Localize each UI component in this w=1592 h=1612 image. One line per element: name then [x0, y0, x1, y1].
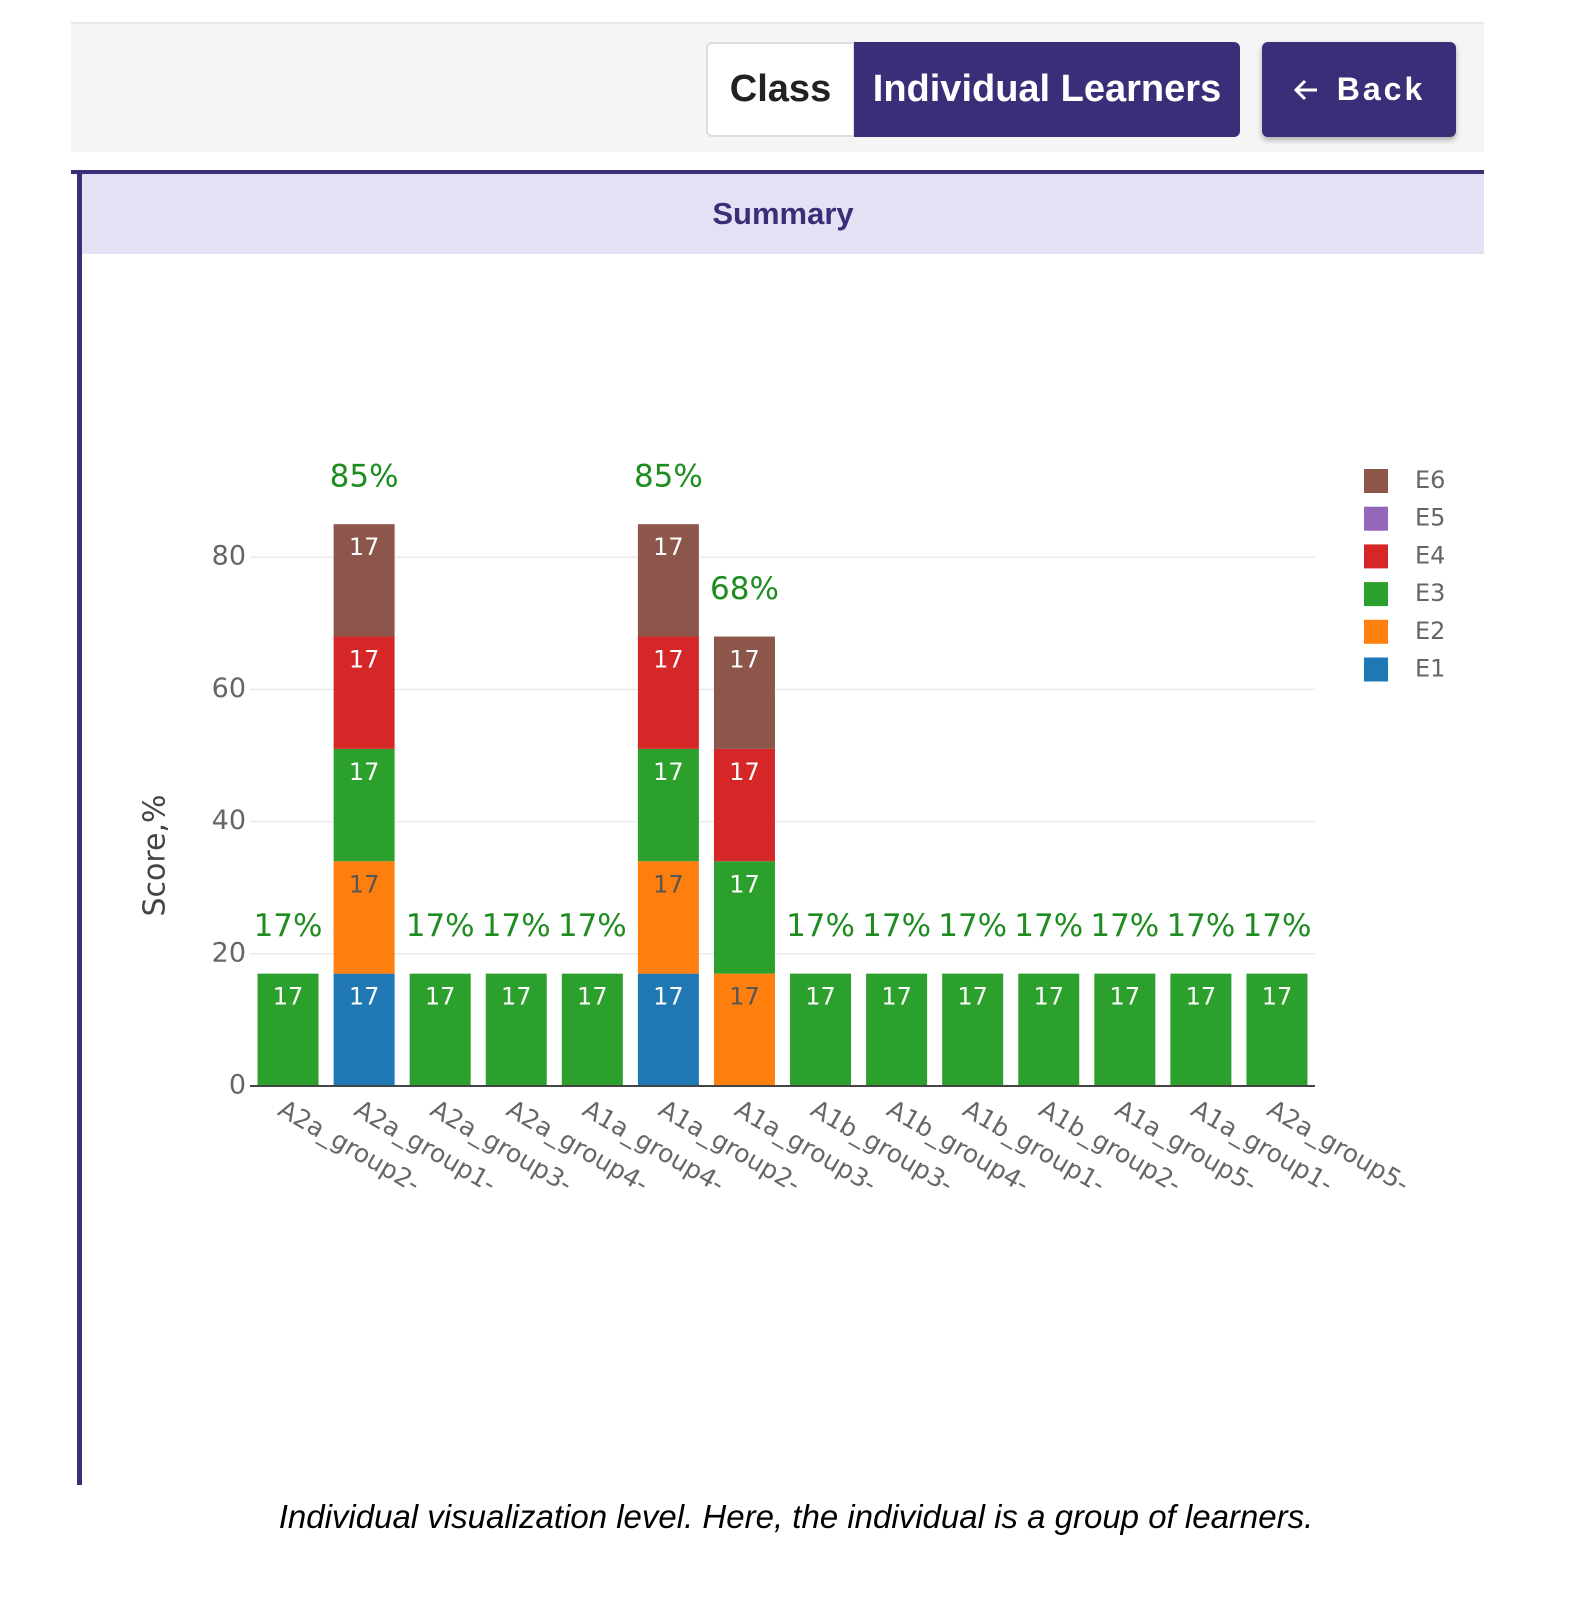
caption: Individual visualization level. Here, th… — [278, 1498, 1314, 1535]
legend-swatch — [1364, 544, 1388, 569]
bar-segment — [333, 748, 395, 862]
segment-label: 17 — [653, 983, 684, 1011]
total-label: 17% — [938, 908, 1007, 944]
bar-segment — [333, 973, 395, 1086]
segment-label: 17 — [349, 533, 380, 561]
bar-segment — [713, 861, 775, 974]
bar-segment — [333, 861, 395, 974]
legend-swatch — [1364, 657, 1388, 682]
segment-label: 17 — [349, 758, 380, 786]
legend-label: E6 — [1415, 466, 1445, 494]
total-label: 17% — [786, 908, 855, 944]
bar-segment — [333, 636, 395, 749]
total-label: 17% — [1014, 908, 1083, 944]
legend-label: E4 — [1415, 541, 1445, 569]
panel-border — [77, 170, 82, 1485]
chart: 020406080Score,%1717%A2a_group2-17171717… — [138, 459, 1446, 1199]
total-label: 85% — [634, 459, 703, 495]
bar-segment — [409, 973, 471, 1086]
total-label: 85% — [330, 459, 399, 495]
segment-label: 17 — [273, 983, 304, 1011]
total-label: 17% — [482, 908, 551, 944]
legend-swatch — [1364, 619, 1388, 644]
total-label: 68% — [710, 571, 779, 607]
total-label: 17% — [1243, 908, 1312, 944]
segment-label: 17 — [349, 983, 380, 1011]
total-label: 17% — [862, 908, 931, 944]
y-axis-title: Score,% — [138, 794, 173, 916]
back-label: Back — [1336, 71, 1426, 107]
bar-segment — [485, 973, 547, 1086]
bar-segment — [637, 861, 699, 974]
bar-segment — [637, 636, 699, 749]
legend-swatch — [1364, 582, 1388, 607]
bar-segment — [1170, 973, 1232, 1086]
segment-label: 17 — [729, 870, 760, 898]
segment-label: 17 — [1186, 983, 1217, 1011]
segment-label: 17 — [501, 983, 532, 1011]
segment-label: 17 — [1033, 983, 1064, 1011]
legend-label: E5 — [1415, 504, 1445, 532]
bar-segment — [713, 636, 775, 749]
bar-segment — [637, 973, 699, 1086]
segment-label: 17 — [729, 758, 760, 786]
individual-tab[interactable]: Individual Learners — [854, 42, 1240, 137]
total-label: 17% — [1166, 908, 1235, 944]
segment-label: 17 — [349, 870, 380, 898]
panel-border — [71, 170, 1484, 174]
segment-label: 17 — [653, 533, 684, 561]
segment-label: 17 — [881, 983, 912, 1011]
segment-label: 17 — [1262, 983, 1293, 1011]
segment-label: 17 — [729, 983, 760, 1011]
bar-segment — [1018, 973, 1080, 1086]
y-tick-label: 60 — [212, 673, 246, 704]
total-label: 17% — [406, 908, 475, 944]
segment-label: 17 — [957, 983, 988, 1011]
segment-label: 17 — [653, 870, 684, 898]
segment-label: 17 — [1110, 983, 1141, 1011]
total-label: 17% — [254, 908, 323, 944]
panel-title: Summary — [82, 174, 1484, 254]
bar-segment — [866, 973, 928, 1086]
bar-segment — [1246, 973, 1308, 1086]
legend-label: E1 — [1415, 655, 1445, 683]
bar-segment — [713, 748, 775, 862]
bar-segment — [333, 524, 395, 637]
y-tick-label: 40 — [212, 805, 246, 836]
bar-segment — [713, 973, 775, 1086]
total-label: 17% — [1090, 908, 1159, 944]
y-tick-label: 80 — [212, 541, 246, 572]
y-tick-label: 0 — [229, 1070, 246, 1101]
bar-segment — [637, 748, 699, 862]
legend-swatch — [1364, 469, 1388, 493]
bar-segment — [257, 973, 319, 1086]
total-label: 17% — [558, 908, 627, 944]
bar-segment — [1094, 973, 1156, 1086]
legend-label: E2 — [1415, 617, 1445, 645]
y-tick-label: 20 — [212, 937, 246, 968]
segment-label: 17 — [349, 646, 380, 674]
bar-segment — [637, 524, 699, 637]
legend-swatch — [1364, 506, 1388, 531]
segment-label: 17 — [425, 983, 456, 1011]
back-button[interactable]: Back — [1262, 42, 1456, 137]
legend-label: E3 — [1415, 579, 1445, 607]
segment-label: 17 — [805, 983, 836, 1011]
bar-segment — [942, 973, 1004, 1086]
segment-label: 17 — [653, 646, 684, 674]
segment-label: 17 — [577, 983, 608, 1011]
class-tab[interactable]: Class — [706, 42, 855, 137]
bar-segment — [790, 973, 852, 1086]
segment-label: 17 — [729, 646, 760, 674]
back-arrow-icon — [1293, 79, 1317, 100]
bar-segment — [561, 973, 623, 1086]
toolbar: Class Individual Learners Back — [71, 22, 1484, 152]
segment-label: 17 — [653, 758, 684, 786]
